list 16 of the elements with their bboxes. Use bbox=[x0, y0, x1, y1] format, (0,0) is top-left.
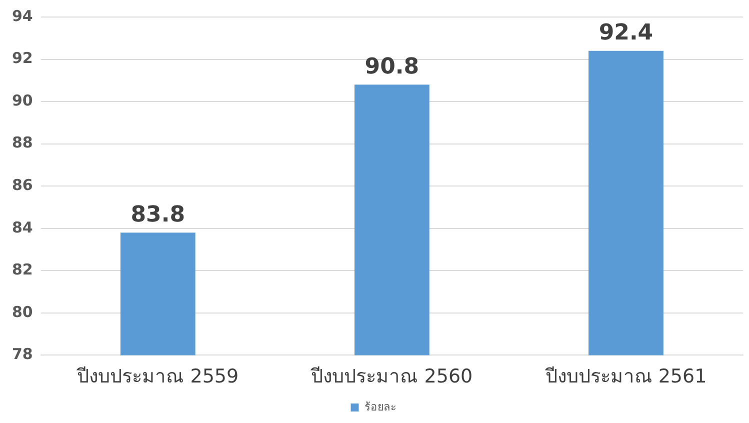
x-tick-label: ปีงบประมาณ 2561 bbox=[544, 366, 707, 388]
data-label: 92.4 bbox=[598, 20, 654, 46]
y-tick-label: 88 bbox=[12, 134, 33, 152]
legend-label: ร้อยละ bbox=[364, 400, 396, 414]
y-tick-label: 84 bbox=[12, 218, 33, 236]
y-tick-label: 94 bbox=[12, 6, 33, 25]
y-tick-label: 82 bbox=[12, 260, 33, 279]
data-label: 83.8 bbox=[130, 202, 186, 228]
y-tick-label: 90 bbox=[12, 91, 33, 110]
y-tick-label: 80 bbox=[12, 302, 33, 321]
y-tick-label: 86 bbox=[12, 176, 33, 194]
x-tick-label: ปีงบประมาณ 2560 bbox=[310, 366, 473, 388]
y-tick-label: 92 bbox=[12, 49, 33, 68]
data-label: 90.8 bbox=[364, 54, 420, 80]
y-tick-label: 78 bbox=[12, 345, 33, 364]
x-tick-label: ปีงบประมาณ 2559 bbox=[76, 366, 239, 388]
